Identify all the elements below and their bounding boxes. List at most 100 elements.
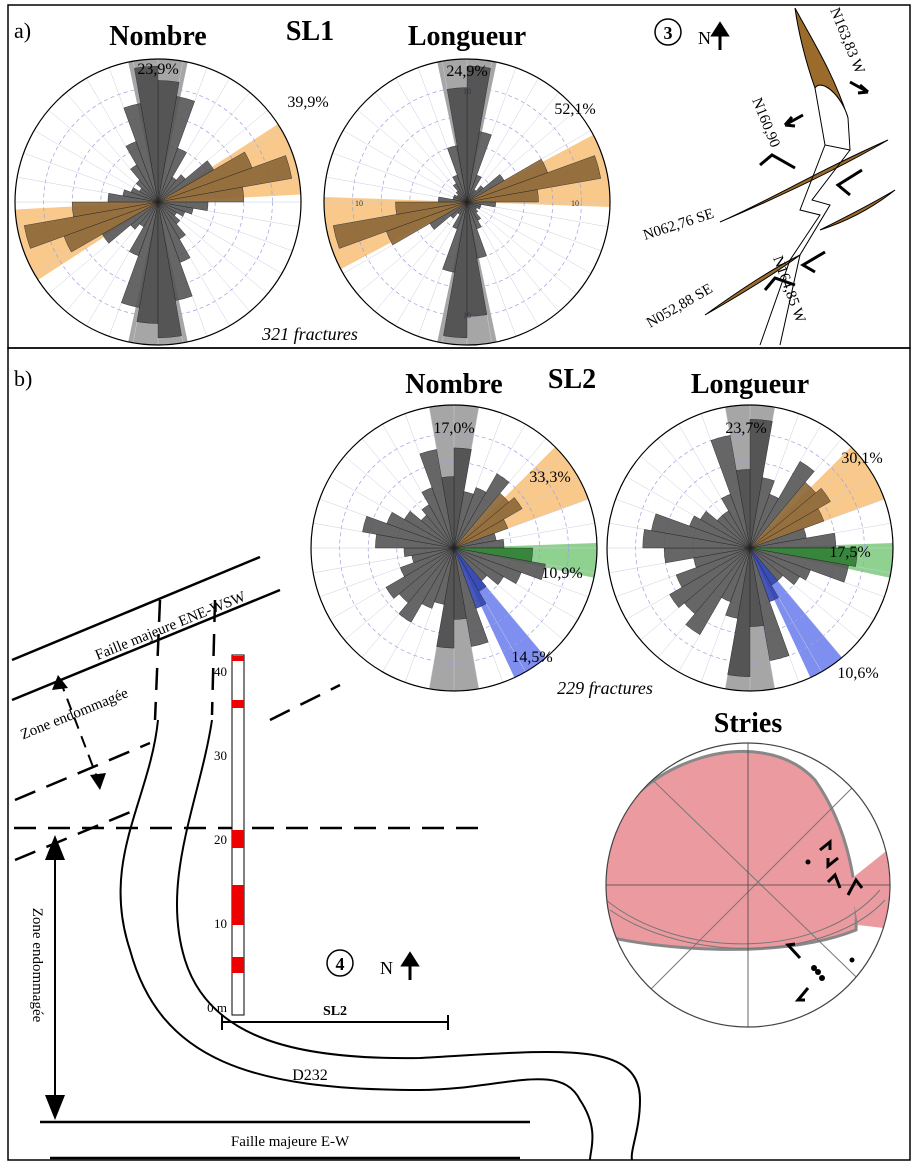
stereonet [605,742,891,1028]
petal [466,131,492,203]
grid-spoke [466,92,560,203]
petal [453,497,523,549]
site-label: SL2 [548,364,596,395]
rose-outline [323,58,611,346]
petal [669,547,751,609]
petal [441,476,455,549]
site-label: SL1 [286,16,334,47]
panel-label: a) [14,18,31,43]
fault-sketch [704,7,896,346]
grid-spoke [332,152,468,203]
slip-arrows [759,80,869,291]
petal [749,547,811,581]
petal [749,487,831,549]
petal [404,510,455,549]
rose-title: Nombre [405,369,502,400]
petal [130,187,159,203]
sector-label: 39,9% [287,94,328,111]
sector-label: 24,9% [446,63,487,80]
sector-label: 10,6% [837,665,878,682]
plane-label: N052,88 SE [644,281,716,332]
petal [685,547,751,635]
petal [452,201,468,230]
number-circle [326,949,354,977]
petal [725,547,751,619]
grid-spoke [374,201,468,312]
petal [675,547,751,588]
number-circle [654,18,682,46]
petal [749,547,849,583]
petal [362,515,455,549]
sector-label: 23,7% [725,420,766,437]
strat-log [231,654,245,1016]
petal [157,147,187,203]
log-tick-label: 10 [214,916,227,931]
sector-label: 10,9% [541,565,582,582]
petal [385,547,455,599]
count-label: 321 fractures [261,324,358,344]
petal [71,201,159,218]
north-arrow [710,21,730,50]
petal [453,519,509,549]
log-tick-label: 30 [214,748,227,763]
petal [157,96,195,203]
petal [23,201,159,249]
plane-label: N163,83 W [826,6,867,77]
panel-b-frame [7,347,911,1161]
road-label: D232 [292,1067,328,1084]
grid-spoke [357,109,468,203]
petal [134,65,159,203]
petal [466,174,482,203]
scale-label: 10 [463,87,471,96]
rose-title: Longueur [691,369,809,400]
petal [419,449,455,549]
petal [453,547,489,647]
fault-label: Faille majeure ENE-WSW [93,588,249,663]
north-label: N [380,958,393,978]
log-tick-label: 20 [214,832,227,847]
petal [399,547,455,577]
petal [395,201,468,215]
petal [398,547,455,623]
petal [446,87,468,203]
petal [157,186,245,203]
petal [453,547,504,586]
log-tick-label: 40 [214,664,227,679]
petal [332,201,468,249]
sector-label: 23,9% [137,61,178,78]
petal [157,155,293,203]
scale-label: 10 [355,199,363,208]
sector-label: 17,0% [433,420,474,437]
scale-label: 10 [571,199,579,208]
petal [749,508,825,549]
plane-label: N062,76 SE [641,206,716,244]
petal [749,547,764,627]
map-lines [11,555,642,1161]
petal [453,547,546,581]
sector-label: 52,1% [554,101,595,118]
petal [157,201,182,339]
petal [749,547,790,661]
petal [466,201,488,317]
petal [466,155,602,203]
petal [689,515,751,549]
petal [121,201,159,308]
grid-spoke [343,130,468,203]
zone-label: Zone endommagée [29,908,45,1023]
rose-diagrams: Nombre 23,9% 39,9% Longueur 24,9% 52,1% 10 10 10… [14,21,894,692]
petal [386,511,455,549]
rose-outline [310,404,598,692]
north-label: N [698,28,711,48]
rose-title: Nombre [109,21,206,52]
rose-title: Longueur [408,21,526,52]
petal [749,477,775,549]
petal [453,547,467,620]
sector-label: 30,1% [841,450,882,467]
petal [749,547,800,586]
grid-spoke [466,201,560,312]
sector-label: 17,5% [829,544,870,561]
petal [157,201,186,217]
petal [700,510,751,549]
petal [736,469,751,549]
